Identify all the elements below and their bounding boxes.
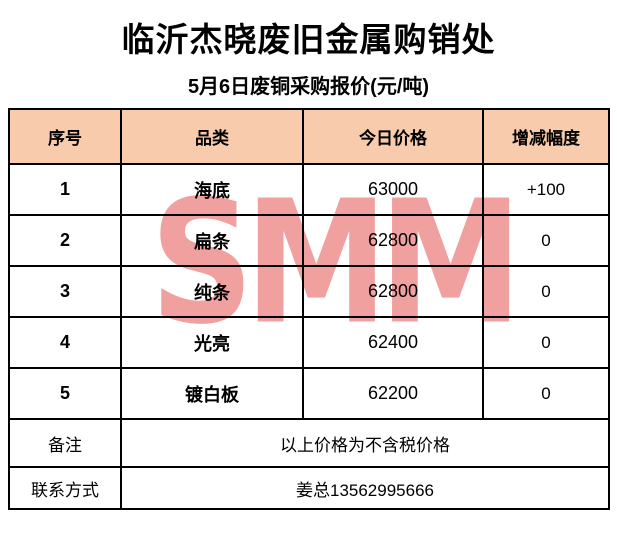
cell-change: 0 [482, 265, 610, 318]
price-table: 序号 品类 今日价格 增减幅度 1 海底 63000 +100 2 扁条 628… [8, 108, 610, 510]
cell-change: 0 [482, 316, 610, 369]
cell-category: 纯条 [120, 265, 304, 318]
cell-change: 0 [482, 214, 610, 267]
cell-price: 62800 [302, 214, 484, 267]
page-subtitle: 5月6日废铜采购报价(元/吨) [187, 76, 430, 98]
table-row: 2 扁条 62800 0 [8, 214, 610, 267]
table-row: 1 海底 63000 +100 [8, 163, 610, 216]
contact-label: 联系方式 [8, 466, 122, 510]
header-cell-change: 增减幅度 [482, 108, 610, 165]
cell-category: 镀白板 [120, 367, 304, 420]
table-row: 3 纯条 62800 0 [8, 265, 610, 318]
cell-no: 2 [8, 214, 122, 267]
header-row: 序号 品类 今日价格 增减幅度 [8, 108, 610, 165]
contact-row: 联系方式 姜总13562995666 [8, 466, 610, 510]
table-row: 4 光亮 62400 0 [8, 316, 610, 369]
cell-price: 62400 [302, 316, 484, 369]
remark-label: 备注 [8, 418, 122, 468]
cell-price: 62200 [302, 367, 484, 420]
cell-price: 63000 [302, 163, 484, 216]
cell-change: +100 [482, 163, 610, 216]
cell-category: 扁条 [120, 214, 304, 267]
table-row: 5 镀白板 62200 0 [8, 367, 610, 420]
header-cell-price: 今日价格 [302, 108, 484, 165]
cell-no: 4 [8, 316, 122, 369]
cell-category: 光亮 [120, 316, 304, 369]
page-title: 临沂杰晓废旧金属购销处 [121, 21, 496, 58]
cell-change: 0 [482, 367, 610, 420]
header-cell-no: 序号 [8, 108, 122, 165]
cell-no: 1 [8, 163, 122, 216]
contact-value: 姜总13562995666 [120, 466, 610, 510]
remark-value: 以上价格为不含税价格 [120, 418, 610, 468]
cell-no: 5 [8, 367, 122, 420]
cell-price: 62800 [302, 265, 484, 318]
cell-category: 海底 [120, 163, 304, 216]
cell-no: 3 [8, 265, 122, 318]
remark-row: 备注 以上价格为不含税价格 [8, 418, 610, 468]
header-cell-category: 品类 [120, 108, 304, 165]
